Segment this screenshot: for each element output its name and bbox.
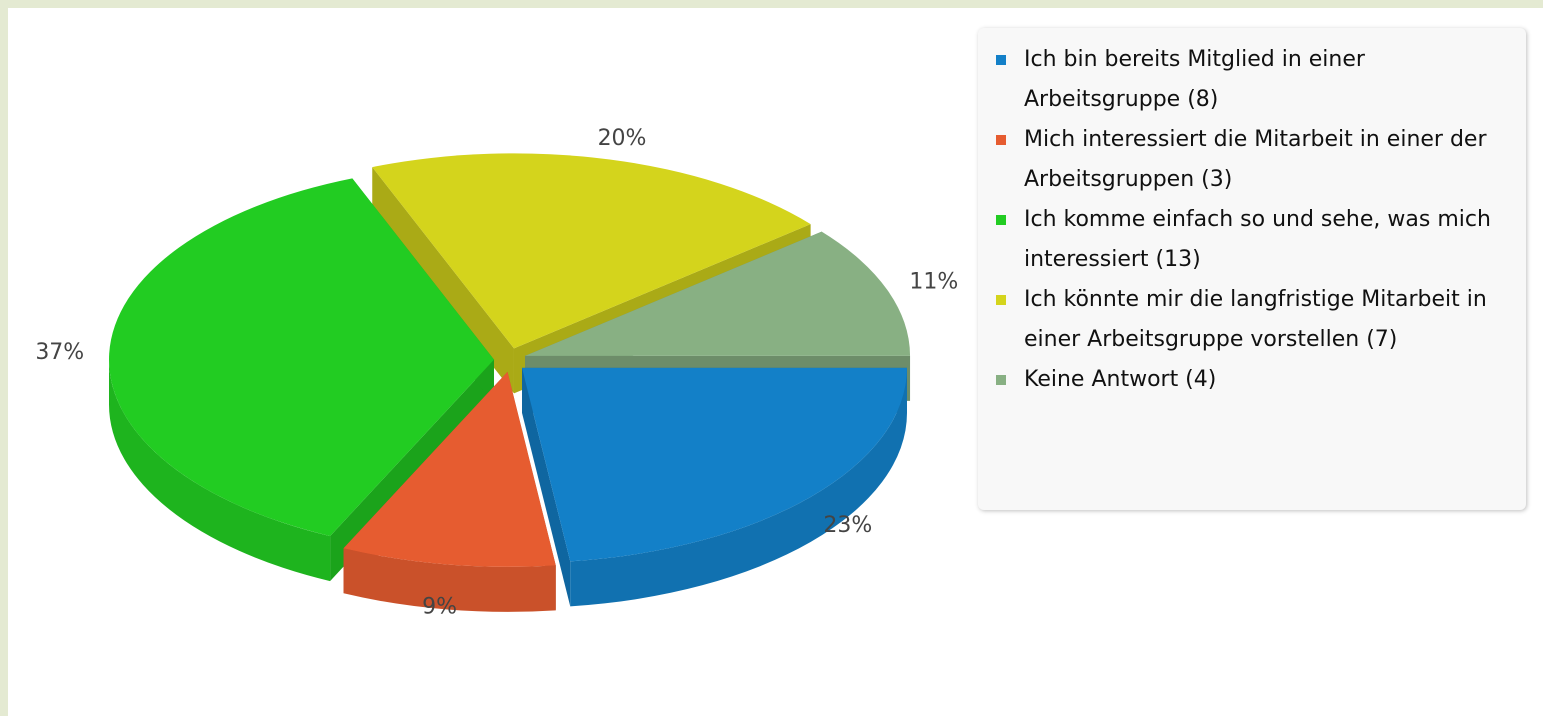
slice-side (372, 167, 514, 394)
slice-top (522, 367, 908, 562)
slice-wall (109, 359, 331, 582)
pie-slice (343, 371, 556, 612)
legend-label: Keine Antwort (4) (1024, 367, 1217, 392)
legend-item: Ich könnte mir die langfristige Mitarbei… (992, 280, 1504, 360)
slice-top (525, 231, 911, 356)
slice-label: 23% (823, 513, 872, 538)
slice-top (109, 178, 495, 537)
legend-label: Mich interessiert die Mitarbeit in einer… (1024, 127, 1487, 192)
slice-side (522, 367, 571, 607)
slice-wall (343, 548, 556, 612)
legend-item: Ich bin bereits Mitglied in einer Arbeit… (992, 40, 1504, 120)
legend-swatch (996, 295, 1006, 305)
legend-swatch (996, 375, 1006, 385)
slice-top (343, 371, 556, 567)
slice-label: 37% (35, 340, 84, 365)
legend-label: Ich bin bereits Mitglied in einer Arbeit… (1024, 47, 1365, 112)
legend-label: Ich komme einfach so und sehe, was mich … (1024, 207, 1491, 272)
legend: Ich bin bereits Mitglied in einer Arbeit… (978, 28, 1526, 510)
legend-item: Mich interessiert die Mitarbeit in einer… (992, 120, 1504, 200)
legend-swatch (996, 215, 1006, 225)
slice-label: 9% (422, 595, 457, 620)
legend-swatch (996, 55, 1006, 65)
pie-slice (522, 367, 908, 607)
slice-wall (570, 367, 908, 607)
legend-label: Ich könnte mir die langfristige Mitarbei… (1024, 287, 1487, 352)
slice-label: 20% (598, 126, 647, 151)
slice-top (372, 153, 811, 349)
legend-item: Ich komme einfach so und sehe, was mich … (992, 200, 1504, 280)
legend-item: Keine Antwort (4) (992, 360, 1504, 400)
legend-swatch (996, 135, 1006, 145)
slice-label: 11% (909, 270, 958, 295)
